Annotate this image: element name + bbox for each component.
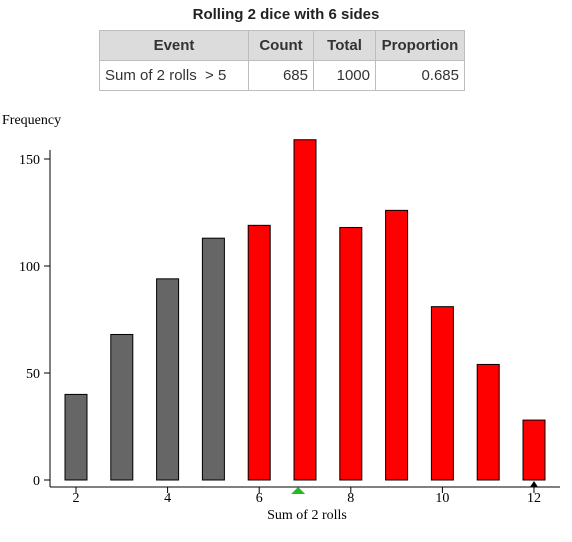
count-cell: 685 bbox=[248, 60, 314, 91]
proportion-cell: 0.685 bbox=[375, 60, 465, 91]
threshold-marker bbox=[291, 487, 306, 494]
header-count: Count bbox=[248, 30, 314, 61]
bar-2 bbox=[64, 393, 88, 481]
summary-table: Event Count Total Proportion Sum of 2 ro… bbox=[99, 30, 465, 91]
summary-header-row: Event Count Total Proportion bbox=[99, 30, 465, 61]
bar-9 bbox=[385, 209, 409, 481]
y-tick-label-150: 150 bbox=[19, 153, 40, 168]
bar-7 bbox=[293, 139, 317, 481]
bar-8 bbox=[339, 226, 363, 481]
total-cell: 1000 bbox=[313, 60, 376, 91]
x-tick-label-2: 2 bbox=[73, 491, 80, 506]
header-proportion: Proportion bbox=[375, 30, 465, 61]
y-tick-label-50: 50 bbox=[26, 367, 40, 382]
bars-group bbox=[64, 139, 546, 481]
event-cell: Sum of 2 rolls > 5 bbox=[99, 60, 249, 91]
bar-10 bbox=[430, 306, 454, 481]
x-tick-label-6: 6 bbox=[256, 491, 263, 506]
axes-group: 0 50 100 150 2 4 6 8 10 12 bbox=[19, 150, 560, 506]
bar-3 bbox=[110, 333, 134, 481]
x-tick-label-8: 8 bbox=[347, 491, 354, 506]
bar-6 bbox=[247, 224, 271, 481]
chart-title: Rolling 2 dice with 6 sides bbox=[192, 6, 380, 23]
end-marker bbox=[530, 481, 538, 487]
header-total: Total bbox=[313, 30, 376, 61]
bar-5 bbox=[201, 237, 225, 481]
x-tick-label-10: 10 bbox=[435, 491, 449, 506]
y-tick-label-0: 0 bbox=[33, 474, 40, 489]
x-axis-label: Sum of 2 rolls bbox=[267, 508, 347, 523]
x-tick-label-12: 12 bbox=[527, 491, 541, 506]
y-axis-label: Frequency bbox=[2, 113, 61, 128]
bar-4 bbox=[156, 278, 180, 481]
y-tick-label-100: 100 bbox=[19, 260, 40, 275]
bar-12 bbox=[522, 419, 546, 481]
summary-data-row: Sum of 2 rolls > 5 685 1000 0.685 bbox=[99, 60, 465, 91]
bar-11 bbox=[476, 363, 500, 481]
x-tick-label-4: 4 bbox=[164, 491, 171, 506]
